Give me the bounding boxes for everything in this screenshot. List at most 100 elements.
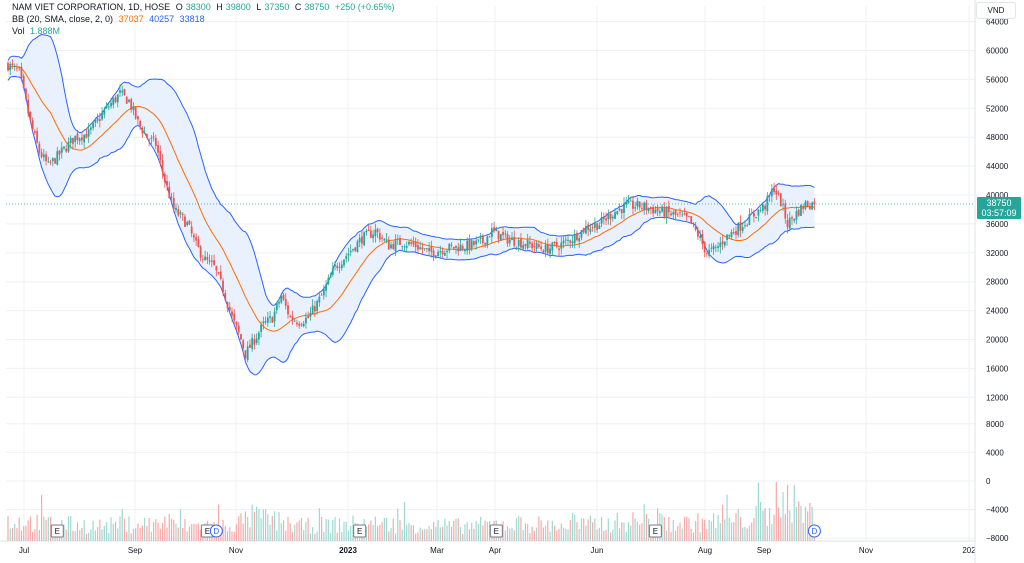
change-value: +250 (+0.65%) xyxy=(334,2,395,12)
candle-body xyxy=(237,325,240,333)
candle-body xyxy=(45,154,47,162)
volume-bar xyxy=(596,529,598,541)
candle-body xyxy=(166,181,168,186)
candle-body xyxy=(217,272,220,274)
legend-vol-row[interactable]: Vol 1.888M xyxy=(12,26,63,36)
candle-body xyxy=(20,66,23,78)
volume-bar xyxy=(249,527,251,541)
volume-bar xyxy=(43,516,45,541)
candle-body xyxy=(452,246,455,249)
volume-bar xyxy=(793,485,795,541)
candle-body xyxy=(732,232,735,234)
price-tick-label: 28000 xyxy=(986,278,1009,287)
candle-body xyxy=(334,264,336,267)
candle-body xyxy=(520,238,522,248)
candle-body xyxy=(381,237,383,239)
volume-bar xyxy=(489,521,491,541)
volume-bar xyxy=(450,526,453,541)
legend-bb-row[interactable]: BB (20, SMA, close, 2, 0) 37037 40257 33… xyxy=(12,14,208,24)
candle-body xyxy=(412,242,415,245)
earnings-marker-label: E xyxy=(653,527,658,536)
volume-bar xyxy=(65,529,67,541)
candle-body xyxy=(336,265,339,269)
candle-body xyxy=(390,244,392,249)
candle-body xyxy=(181,214,184,215)
candle-body xyxy=(632,200,634,209)
candle-body xyxy=(392,243,395,250)
volume-bar xyxy=(471,522,473,541)
candle-body xyxy=(419,247,422,249)
candle-body xyxy=(345,255,348,260)
candle-body xyxy=(114,97,117,102)
volume-bar xyxy=(374,516,376,541)
volume-bar xyxy=(99,519,101,541)
candle-body xyxy=(641,207,643,209)
volume-bar xyxy=(235,524,238,541)
candle-body xyxy=(788,217,791,229)
candle-body xyxy=(394,240,397,252)
volume-bar xyxy=(737,509,739,541)
volume-bar xyxy=(598,527,600,541)
candle-body xyxy=(533,246,536,248)
candle-body xyxy=(748,213,751,226)
candle-body xyxy=(401,246,404,247)
volume-bar xyxy=(777,507,780,541)
candle-body xyxy=(347,253,350,256)
volume-bar xyxy=(726,494,728,541)
candle-body xyxy=(278,302,280,304)
volume-bar xyxy=(791,522,793,541)
candle-body xyxy=(228,306,231,311)
volume-bar xyxy=(377,526,379,541)
candle-body xyxy=(204,256,207,261)
volume-bar xyxy=(121,509,123,541)
volume-bar xyxy=(81,527,83,541)
candle-body xyxy=(11,63,14,66)
candle-body xyxy=(759,209,762,211)
volume-bar xyxy=(76,522,79,541)
volume-bar xyxy=(506,526,509,541)
volume-bar xyxy=(809,502,811,541)
volume-bar xyxy=(276,530,278,541)
candle-body xyxy=(589,228,592,232)
volume-bar xyxy=(126,531,128,541)
volume-bar xyxy=(715,527,717,541)
candle-body xyxy=(378,232,381,240)
volume-tick-label: −8000 xyxy=(986,534,1009,543)
volume-bar xyxy=(730,522,733,541)
candle-body xyxy=(705,253,708,255)
volume-bar xyxy=(83,520,85,541)
candle-body xyxy=(795,210,798,220)
volume-bar xyxy=(433,521,435,541)
volume-bar xyxy=(412,525,415,541)
candle-body xyxy=(667,205,670,213)
volume-bar xyxy=(321,517,323,541)
volume-bar xyxy=(424,529,426,541)
volume-bar xyxy=(632,512,634,541)
candle-body xyxy=(797,209,800,216)
volume-bar xyxy=(16,527,18,541)
candle-body xyxy=(611,216,614,219)
volume-bar xyxy=(379,524,381,541)
candle-body xyxy=(338,267,341,269)
volume-bar xyxy=(677,526,679,541)
volume-bar xyxy=(520,517,522,541)
candle-body xyxy=(775,190,778,195)
price-tick-label: 32000 xyxy=(986,249,1009,258)
volume-bar xyxy=(256,506,258,541)
currency-button[interactable]: VND xyxy=(976,2,1016,19)
price-tick-label: 24000 xyxy=(986,307,1009,316)
time-tick-label: Nov xyxy=(859,546,873,555)
volume-bar xyxy=(368,524,370,541)
volume-bar xyxy=(329,533,332,541)
candle-body xyxy=(791,217,793,219)
candle-body xyxy=(329,275,332,278)
candle-body xyxy=(282,294,285,300)
candle-body xyxy=(27,99,30,114)
candle-body xyxy=(618,208,621,211)
candle-body xyxy=(656,207,659,212)
volume-bar xyxy=(601,517,603,541)
volume-bar xyxy=(560,523,562,541)
candle-body xyxy=(190,226,193,234)
